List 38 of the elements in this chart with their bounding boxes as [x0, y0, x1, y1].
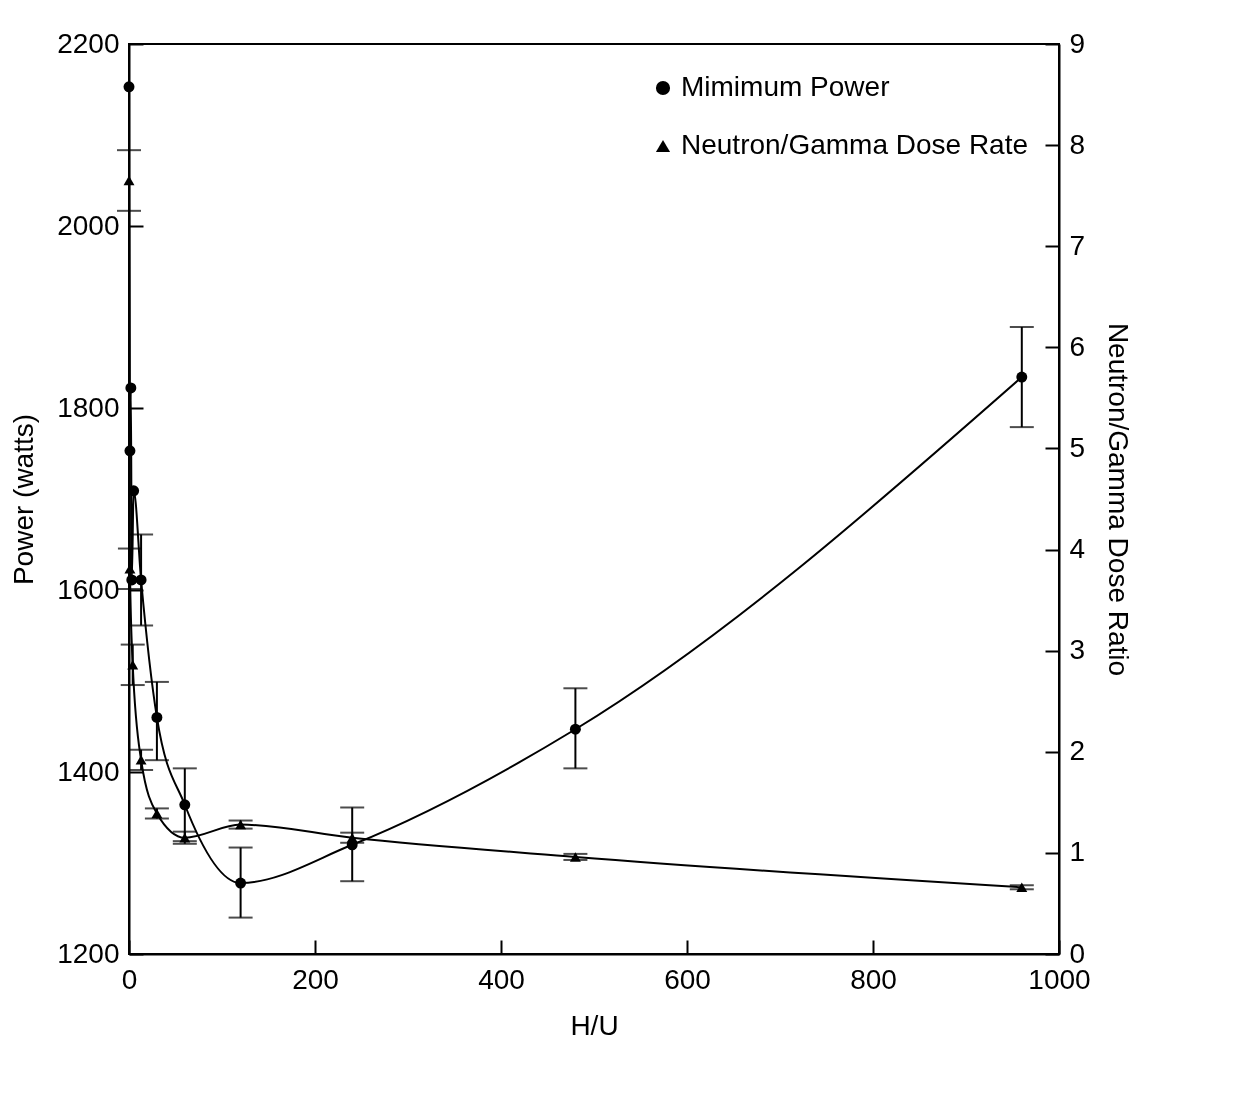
y2-tick-label: 3	[1069, 634, 1086, 666]
y2-tick-label: 9	[1069, 27, 1086, 59]
y-tick-label: 1400	[57, 755, 120, 787]
point	[569, 723, 581, 735]
y2-tick-label: 1	[1069, 836, 1086, 868]
x-tick-label: 0	[121, 963, 138, 995]
point	[123, 81, 135, 93]
y2-tick-label: 8	[1069, 128, 1086, 160]
x-tick-label: 600	[664, 963, 711, 995]
x-tick-label: 400	[478, 963, 525, 995]
y2-tick-label: 2	[1069, 735, 1086, 767]
point	[135, 574, 147, 586]
y2-tick-label: 6	[1069, 330, 1086, 362]
y-axis-title: Power (watts)	[8, 413, 40, 586]
point	[1016, 371, 1028, 383]
x-axis-title: H/U	[570, 1009, 619, 1041]
y-tick-label: 1800	[57, 391, 120, 423]
point	[151, 711, 163, 723]
legend-label: Neutron/Gamma Dose Rate	[681, 129, 1029, 160]
point	[179, 799, 191, 811]
y2-tick-label: 7	[1069, 229, 1086, 261]
y-tick-label: 2200	[57, 27, 120, 59]
y2-tick-label: 5	[1069, 431, 1086, 463]
point	[235, 819, 247, 830]
point	[235, 877, 247, 889]
y-tick-label: 1200	[57, 937, 120, 969]
point	[569, 852, 581, 862]
y-tick-label: 2000	[57, 209, 120, 241]
y2-axis-title: Neutron/Gamma Dose Ratio	[1103, 322, 1135, 677]
y-tick-label: 1600	[57, 573, 120, 605]
point	[127, 660, 139, 670]
point	[1016, 882, 1028, 893]
legend-label: Mimimum Power	[681, 71, 890, 102]
point	[135, 755, 147, 765]
point	[151, 808, 163, 819]
x-tick-label: 200	[292, 963, 339, 995]
y2-tick-label: 4	[1069, 533, 1086, 565]
x-tick-label: 800	[850, 963, 897, 995]
